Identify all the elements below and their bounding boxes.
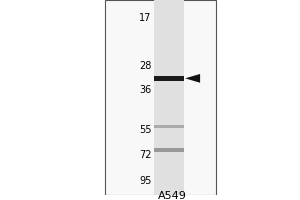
Text: A549: A549 [158,191,187,200]
Text: 55: 55 [139,125,152,135]
Text: 28: 28 [139,61,152,71]
Bar [154,148,184,152]
Bar [154,0,184,195]
Text: 36: 36 [139,85,152,95]
Text: 95: 95 [139,176,152,186]
Text: 72: 72 [139,150,152,160]
Polygon shape [185,74,200,83]
Bar [105,0,216,195]
Bar [154,125,184,128]
Text: 17: 17 [139,13,152,23]
Bar [154,76,184,81]
